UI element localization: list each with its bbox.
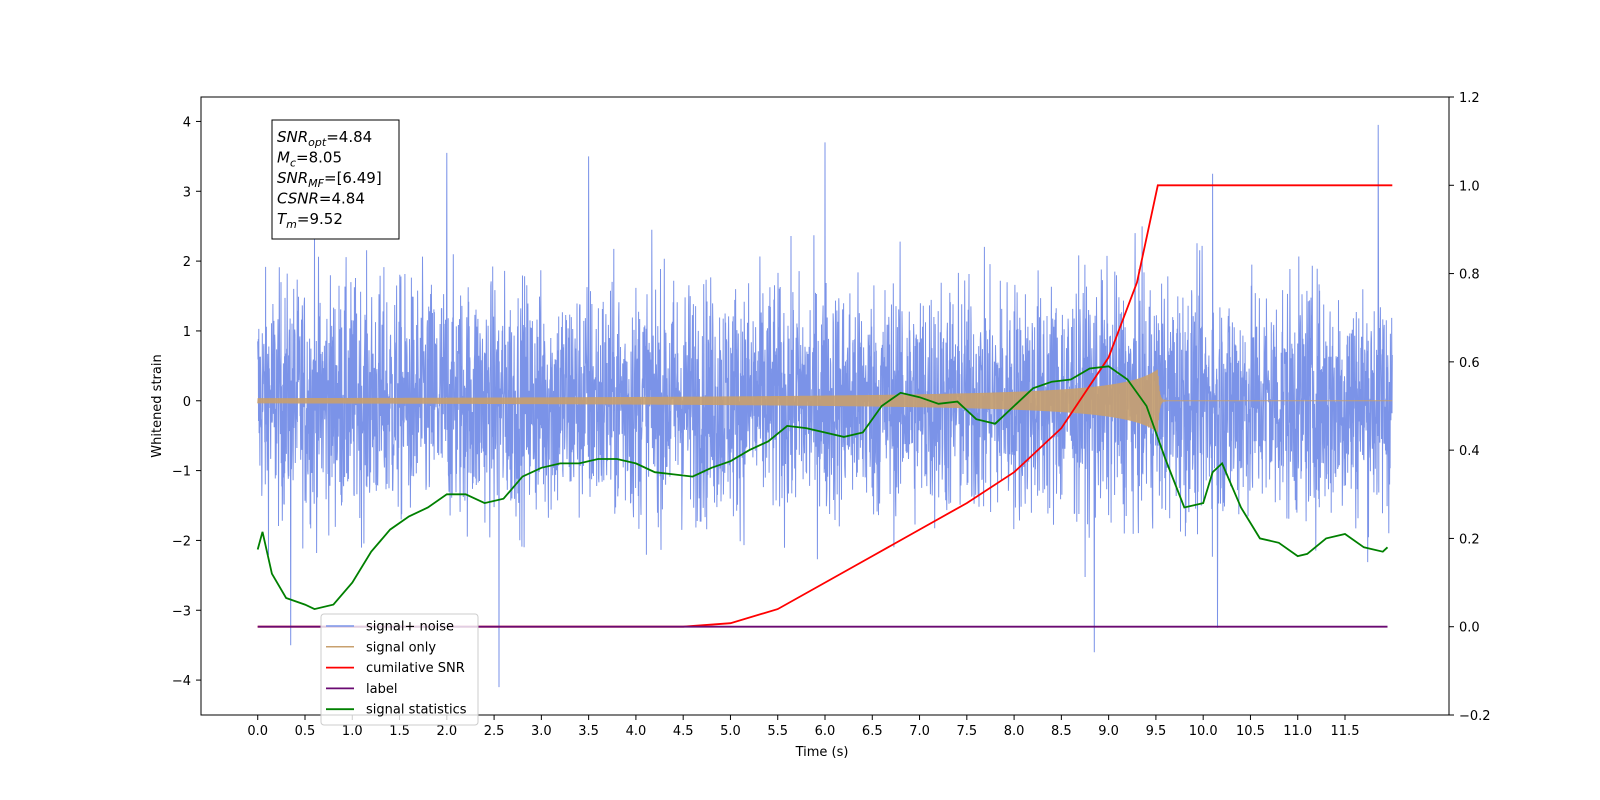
x-axis: 0.0 0.5 1.0 1.5 2.0 2.5 3.0 3.5 4.0 4.5 5.0 5.5 6.0 6… xyxy=(247,715,1359,739)
stats-subscript: c xyxy=(290,157,296,170)
legend-entry: cumilative SNR xyxy=(366,661,465,676)
y2-tick-label: 1.2 xyxy=(1459,91,1480,106)
x-tick-label: 9.5 xyxy=(1146,724,1167,739)
series-line-signal-statistics xyxy=(256,365,1389,611)
x-tick-label: 11.5 xyxy=(1331,724,1360,739)
x-tick-label: 2.5 xyxy=(484,724,505,739)
y2-tick-label: 0.6 xyxy=(1459,356,1480,371)
x-tick-label: 4.5 xyxy=(673,724,694,739)
y2-tick-label: 0.8 xyxy=(1459,268,1480,283)
series-line-signal-only xyxy=(257,369,1393,433)
y-tick-label: 0 xyxy=(183,395,191,410)
stats-subscript: m xyxy=(286,218,297,231)
y-tick-label: 4 xyxy=(183,115,191,130)
stats-line: CSNR=4.84 xyxy=(277,190,365,208)
y2-tick-label: 0.2 xyxy=(1459,532,1480,547)
x-tick-label: 3.5 xyxy=(578,724,599,739)
stats-subscript: MF xyxy=(308,177,324,190)
x-tick-label: 7.0 xyxy=(909,724,930,739)
stats-value: =[6.49] xyxy=(324,169,382,187)
stats-symbol: T xyxy=(277,210,288,228)
stats-value: =4.84 xyxy=(326,128,372,146)
y2-tick-label: 1.0 xyxy=(1459,179,1480,194)
x-tick-label: 9.0 xyxy=(1098,724,1119,739)
x-tick-label: 2.0 xyxy=(436,724,457,739)
legend-entry: signal only xyxy=(366,640,436,655)
x-tick-label: 6.5 xyxy=(862,724,883,739)
x-tick-label: 6.0 xyxy=(815,724,836,739)
x-tick-label: 8.0 xyxy=(1004,724,1025,739)
legend-entry: signal statistics xyxy=(366,703,467,718)
x-tick-label: 5.5 xyxy=(767,724,788,739)
stats-value: =4.84 xyxy=(319,190,365,208)
stats-subscript: opt xyxy=(308,136,327,149)
y2-tick-label: 0.0 xyxy=(1459,621,1480,636)
stats-symbol: SNR xyxy=(277,128,308,146)
x-tick-label: 7.5 xyxy=(956,724,977,739)
stats-box: SNRopt=4.84Mc=8.05SNRMF=[6.49]CSNR=4.84T… xyxy=(271,119,400,240)
x-tick-label: 0.0 xyxy=(247,724,268,739)
stats-value: =8.05 xyxy=(296,149,342,167)
x-tick-label: 1.5 xyxy=(389,724,410,739)
y-axis-left: −4 −3 −2 −1 0 1 2 3 4 xyxy=(172,115,201,689)
stats-line: Mc=8.05 xyxy=(277,149,342,170)
legend-entry: signal+ noise xyxy=(366,620,454,635)
stats-symbol: M xyxy=(277,149,290,167)
y-tick-label: −1 xyxy=(172,465,191,480)
x-tick-label: 11.0 xyxy=(1283,724,1312,739)
x-tick-label: 4.0 xyxy=(626,724,647,739)
stats-line: SNRopt=4.84 xyxy=(277,128,372,149)
y-tick-label: −3 xyxy=(172,604,191,619)
stats-value: =9.52 xyxy=(297,210,343,228)
stats-symbol: CSNR xyxy=(277,190,319,208)
stats-line: Tm=9.52 xyxy=(277,210,343,231)
y-tick-label: 2 xyxy=(183,255,191,270)
y-axis-right: −0.2 0.0 0.2 0.4 0.6 0.8 1.0 1.2 xyxy=(1449,91,1491,724)
y-tick-label: 1 xyxy=(183,325,191,340)
y-axis-label: Whitened strain xyxy=(150,354,165,457)
x-tick-label: 0.5 xyxy=(295,724,316,739)
x-tick-label: 8.5 xyxy=(1051,724,1072,739)
series-line-cumilative-snr xyxy=(257,184,1393,628)
x-tick-label: 3.0 xyxy=(531,724,552,739)
x-tick-label: 10.0 xyxy=(1189,724,1218,739)
y2-tick-label: 0.4 xyxy=(1459,444,1480,459)
x-tick-label: 1.0 xyxy=(342,724,363,739)
legend-frame xyxy=(320,613,479,726)
x-tick-label: 5.0 xyxy=(720,724,741,739)
stats-line: SNRMF=[6.49] xyxy=(277,169,382,190)
y-tick-label: −2 xyxy=(172,534,191,549)
legend-entry: label xyxy=(366,682,397,697)
x-tick-label: 10.5 xyxy=(1236,724,1265,739)
x-axis-label: Time (s) xyxy=(795,745,849,760)
stats-symbol: SNR xyxy=(277,169,308,187)
series-line-signal-noise xyxy=(257,124,1393,688)
stats-box-frame xyxy=(271,119,400,240)
legend: signal+ noise signal only cumilative SNR la… xyxy=(320,613,479,726)
y-tick-label: −4 xyxy=(172,674,191,689)
y2-tick-label: −0.2 xyxy=(1459,709,1491,724)
y-tick-label: 3 xyxy=(183,185,191,200)
